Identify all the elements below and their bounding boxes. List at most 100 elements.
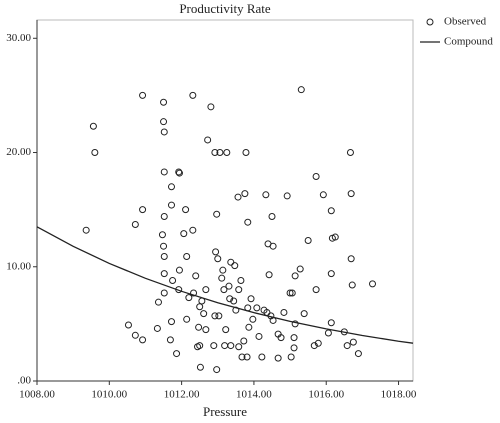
x-tick-label: 1018.00 [381, 389, 417, 401]
data-point [82, 226, 90, 234]
data-point [347, 255, 355, 263]
data-point [167, 183, 175, 191]
data-point [286, 289, 294, 297]
x-tick-label: 1008.00 [19, 389, 55, 401]
data-point [216, 149, 224, 157]
data-point [274, 354, 282, 362]
data-point [245, 323, 253, 331]
data-point [160, 289, 168, 297]
data-point [192, 272, 200, 280]
data-point [319, 191, 327, 199]
data-point [327, 270, 335, 278]
data-point [235, 343, 243, 351]
data-point [369, 280, 377, 288]
legend-marker [426, 18, 434, 26]
data-point [312, 286, 320, 294]
data-point [154, 298, 162, 306]
data-point [220, 286, 228, 294]
data-point [196, 363, 204, 371]
data-point [211, 149, 219, 157]
data-point [283, 192, 291, 200]
data-point [160, 252, 168, 260]
data-point [173, 350, 181, 358]
data-point [189, 91, 197, 99]
data-point [297, 86, 305, 94]
data-point [139, 336, 147, 344]
fit-line [36, 226, 414, 344]
data-point [207, 103, 215, 111]
data-point [240, 337, 248, 345]
data-point [347, 190, 355, 198]
data-point [180, 230, 188, 238]
data-point [288, 289, 296, 297]
data-point [231, 262, 239, 270]
data-point [160, 212, 168, 220]
data-point [200, 310, 208, 318]
data-point [182, 206, 190, 214]
data-point [274, 330, 282, 338]
data-point [169, 276, 177, 284]
data-point [304, 236, 312, 244]
data-point [291, 272, 299, 280]
x-tick-label: 1014.00 [236, 389, 272, 401]
data-point [202, 286, 210, 294]
data-point [354, 350, 362, 358]
data-point [324, 329, 332, 337]
data-point [253, 304, 261, 312]
data-point [290, 334, 298, 342]
x-axis-label: Pressure [203, 404, 247, 419]
data-point [255, 332, 263, 340]
data-point [238, 353, 246, 361]
x-tick-label: 1012.00 [164, 389, 200, 401]
data-point [225, 282, 233, 290]
data-point [269, 242, 277, 250]
y-tick-label: 10.00 [6, 260, 31, 272]
data-point [160, 242, 168, 250]
data-point [210, 342, 218, 350]
data-point [185, 294, 193, 302]
data-point [214, 255, 222, 263]
data-point [265, 271, 273, 279]
y-tick-label: 20.00 [6, 146, 31, 158]
data-point [290, 344, 298, 352]
data-point [175, 169, 183, 177]
data-point [167, 201, 175, 209]
data-point [221, 342, 229, 350]
data-point [167, 318, 175, 326]
data-point [314, 339, 322, 347]
data-point [242, 149, 250, 157]
data-point [327, 319, 335, 327]
data-point [258, 353, 266, 361]
data-point [213, 366, 221, 374]
data-point [343, 342, 351, 350]
data-point [183, 252, 191, 260]
data-point [247, 295, 255, 303]
data-point [219, 266, 227, 274]
chart-title: Productivity Rate [179, 1, 271, 16]
data-point [222, 326, 230, 334]
data-point [249, 315, 257, 323]
data-point [189, 226, 197, 234]
data-point [268, 212, 276, 220]
data-point [243, 353, 251, 361]
data-point [89, 122, 97, 130]
data-point [160, 128, 168, 136]
data-point [175, 266, 183, 274]
data-point [218, 274, 226, 282]
data-point [139, 91, 147, 99]
data-point [312, 173, 320, 181]
data-point [230, 297, 238, 305]
data-point [244, 218, 252, 226]
data-point [234, 193, 242, 201]
data-point [327, 207, 335, 215]
data-point [215, 312, 223, 320]
data-point [160, 168, 168, 176]
data-point [226, 295, 234, 303]
data-point [202, 326, 210, 334]
data-point [212, 248, 220, 256]
data-point [131, 220, 139, 228]
data-point [131, 331, 139, 339]
data-point [139, 206, 147, 214]
data-point [213, 210, 221, 218]
